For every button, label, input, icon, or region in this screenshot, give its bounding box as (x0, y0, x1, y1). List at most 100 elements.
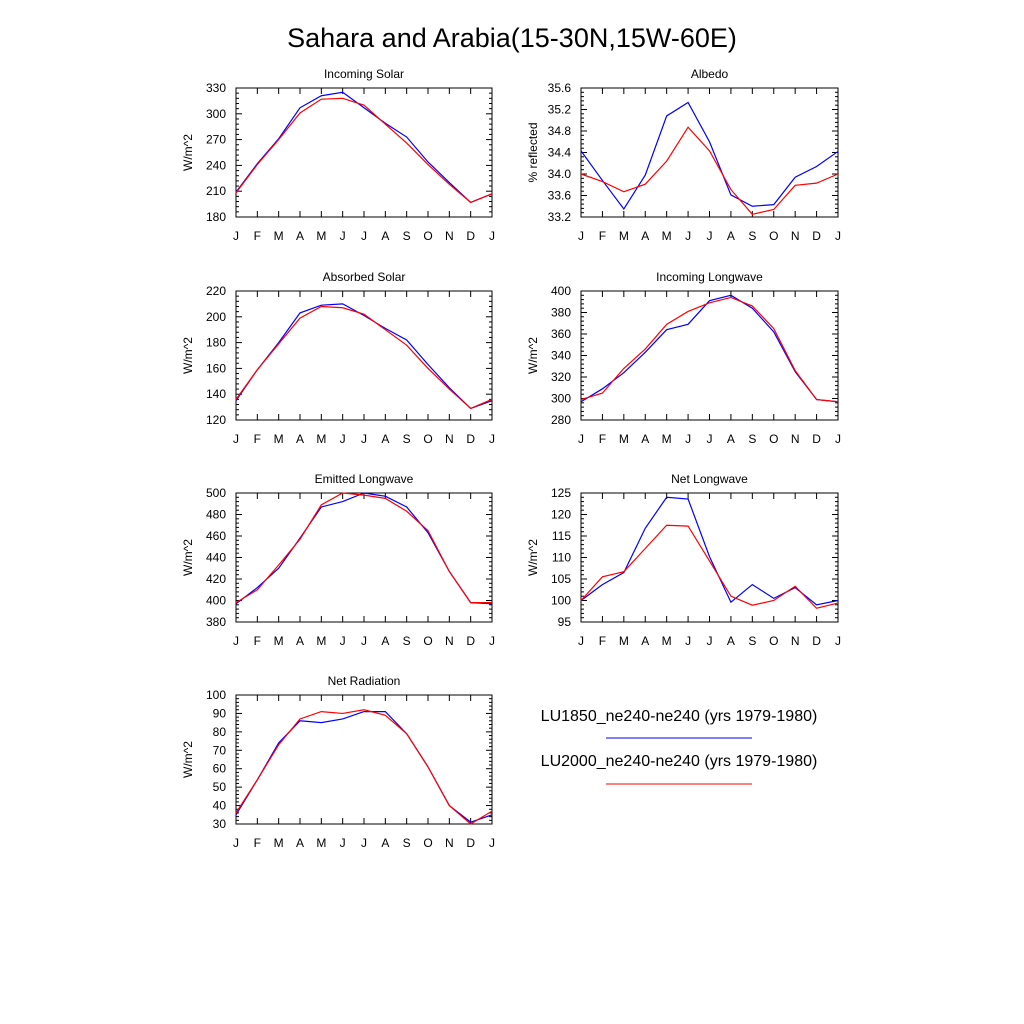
panel-net-radiation-xtick-label: M (274, 836, 284, 850)
panel-incoming-solar-xtick-label: M (274, 229, 284, 243)
panel-net-longwave-title: Net Longwave (671, 472, 748, 486)
panel-emitted-longwave-xtick-label: M (316, 634, 326, 648)
panel-net-longwave-xtick-label: J (685, 634, 691, 648)
panel-albedo-xtick-label: A (641, 229, 649, 243)
panel-albedo-ytick-label: 33.6 (548, 189, 572, 203)
panel-emitted-longwave-xtick-label: J (489, 634, 495, 648)
panel-albedo-ytick-label: 34.4 (548, 146, 572, 160)
panel-net-longwave-xtick-label: A (641, 634, 649, 648)
panel-absorbed-solar-title: Absorbed Solar (323, 270, 406, 284)
panel-absorbed-solar-ytick-label: 160 (206, 361, 226, 375)
panel-absorbed-solar-ytick-label: 140 (206, 387, 226, 401)
panel-net-longwave-series-lu1850 (580, 496, 839, 606)
legend-label-lu1850: LU1850_ne240-ne240 (yrs 1979-1980) (541, 708, 818, 725)
panel-net-radiation-xtick-label: A (381, 836, 389, 850)
panel-net-radiation-xtick-label: O (423, 836, 432, 850)
panel-emitted-longwave-xtick-label: N (445, 634, 454, 648)
panel-incoming-longwave-series-lu2000 (580, 296, 839, 403)
panel-net-radiation-ylabel: W/m^2 (181, 741, 195, 778)
panel-albedo-xtick-label: J (835, 229, 841, 243)
panel-albedo-xtick-label: J (685, 229, 691, 243)
panel-net-longwave-xtick-label: S (748, 634, 756, 648)
panel-absorbed-solar-xtick-label: D (466, 432, 475, 446)
panel-incoming-longwave-ytick-label: 280 (551, 413, 571, 427)
panel-absorbed-solar-series-lu1850 (235, 303, 493, 410)
panel-incoming-longwave-ylabel: W/m^2 (526, 337, 540, 374)
panel-incoming-solar-xtick-label: O (423, 229, 432, 243)
panel-incoming-longwave-ytick-label: 380 (551, 306, 571, 320)
panel-incoming-solar-xtick-label: N (445, 229, 454, 243)
panel-absorbed-solar-ytick-label: 180 (206, 336, 226, 350)
panel-absorbed-solar-xtick-label: A (381, 432, 389, 446)
panel-incoming-solar-ytick-label: 330 (206, 81, 226, 95)
panel-net-radiation-ytick-label: 90 (213, 706, 227, 720)
panel-absorbed-solar-ylabel: W/m^2 (181, 337, 195, 374)
panel-albedo-xtick-label: N (791, 229, 800, 243)
panel-albedo-xtick-label: S (748, 229, 756, 243)
legend: LU1850_ne240-ne240 (yrs 1979-1980) LU200… (541, 708, 818, 785)
panel-albedo-xtick-label: M (619, 229, 629, 243)
panel-net-longwave-ytick-label: 95 (558, 615, 572, 629)
panel-absorbed-solar-xtick-label: S (403, 432, 411, 446)
panel-emitted-longwave-xtick-label: J (340, 634, 346, 648)
panel-net-radiation-ytick-label: 70 (213, 743, 227, 757)
panel-net-longwave-xtick-label: J (578, 634, 584, 648)
panel-net-radiation-xtick-label: J (489, 836, 495, 850)
panel-incoming-solar-ytick-label: 180 (206, 210, 226, 224)
panel-net-longwave-xtick-label: M (619, 634, 629, 648)
panel-emitted-longwave-xtick-label: F (254, 634, 261, 648)
legend-label-lu2000: LU2000_ne240-ne240 (yrs 1979-1980) (541, 753, 818, 770)
panel-incoming-solar-xtick-label: A (381, 229, 389, 243)
panel-incoming-longwave-ytick-label: 320 (551, 370, 571, 384)
panel-absorbed-solar-xtick-label: F (254, 432, 261, 446)
panel-net-longwave-xtick-label: F (599, 634, 606, 648)
panel-net-longwave-xtick-label: A (727, 634, 735, 648)
panel-absorbed-solar-ytick-label: 120 (206, 413, 226, 427)
figure-title: Sahara and Arabia(15-30N,15W-60E) (287, 23, 737, 53)
panel-incoming-solar-xtick-label: J (361, 229, 367, 243)
panel-net-longwave-ytick-label: 105 (551, 572, 571, 586)
panel-albedo-series-lu1850 (580, 101, 839, 210)
panel-incoming-longwave-ytick-label: 340 (551, 349, 571, 363)
panel-absorbed-solar-xtick-label: N (445, 432, 454, 446)
panel-albedo-ytick-label: 34.0 (548, 167, 572, 181)
panel-net-radiation-xtick-label: D (466, 836, 475, 850)
panel-incoming-solar-xtick-label: F (254, 229, 261, 243)
panel-albedo-xtick-label: O (769, 229, 778, 243)
panel-emitted-longwave-ytick-label: 440 (206, 551, 226, 565)
panel-incoming-solar-xtick-label: J (340, 229, 346, 243)
panel-absorbed-solar-xtick-label: O (423, 432, 432, 446)
panel-incoming-longwave-xtick-label: S (748, 432, 756, 446)
panel-albedo-title: Albedo (691, 67, 729, 81)
panel-net-longwave-ytick-label: 110 (552, 551, 571, 565)
panel-incoming-solar-ytick-label: 210 (206, 184, 226, 198)
panel-albedo-ytick-label: 35.2 (548, 103, 572, 117)
panel-net-radiation-ytick-label: 80 (213, 725, 227, 739)
panel-net-radiation-xtick-label: A (296, 836, 304, 850)
panel-incoming-solar-ytick-label: 270 (206, 133, 226, 147)
panel-net-radiation-xtick-label: J (233, 836, 239, 850)
panel-incoming-longwave-series-lu1850 (580, 294, 839, 403)
panel-albedo-ytick-label: 35.6 (548, 81, 572, 95)
panel-incoming-longwave-frame (580, 290, 839, 421)
panel-net-radiation-xtick-label: J (361, 836, 367, 850)
panel-incoming-longwave-xtick-label: J (707, 432, 713, 446)
panel-albedo-xtick-label: M (662, 229, 672, 243)
panel-emitted-longwave-ytick-label: 500 (206, 486, 226, 500)
panel-absorbed-solar-ytick-label: 220 (206, 284, 226, 298)
panel-albedo-xtick-label: J (707, 229, 713, 243)
panel-net-longwave-xtick-label: O (769, 634, 778, 648)
panel-emitted-longwave-xtick-label: O (423, 634, 432, 648)
panel-emitted-longwave-xtick-label: M (274, 634, 284, 648)
panel-incoming-longwave-xtick-label: A (641, 432, 649, 446)
panel-incoming-solar-title: Incoming Solar (324, 67, 404, 81)
panel-net-radiation-xtick-label: M (316, 836, 326, 850)
panel-emitted-longwave-title: Emitted Longwave (315, 472, 414, 486)
panel-albedo-series-lu2000 (580, 126, 839, 215)
panel-net-radiation-xtick-label: J (340, 836, 346, 850)
panel-net-longwave-ytick-label: 125 (551, 486, 571, 500)
